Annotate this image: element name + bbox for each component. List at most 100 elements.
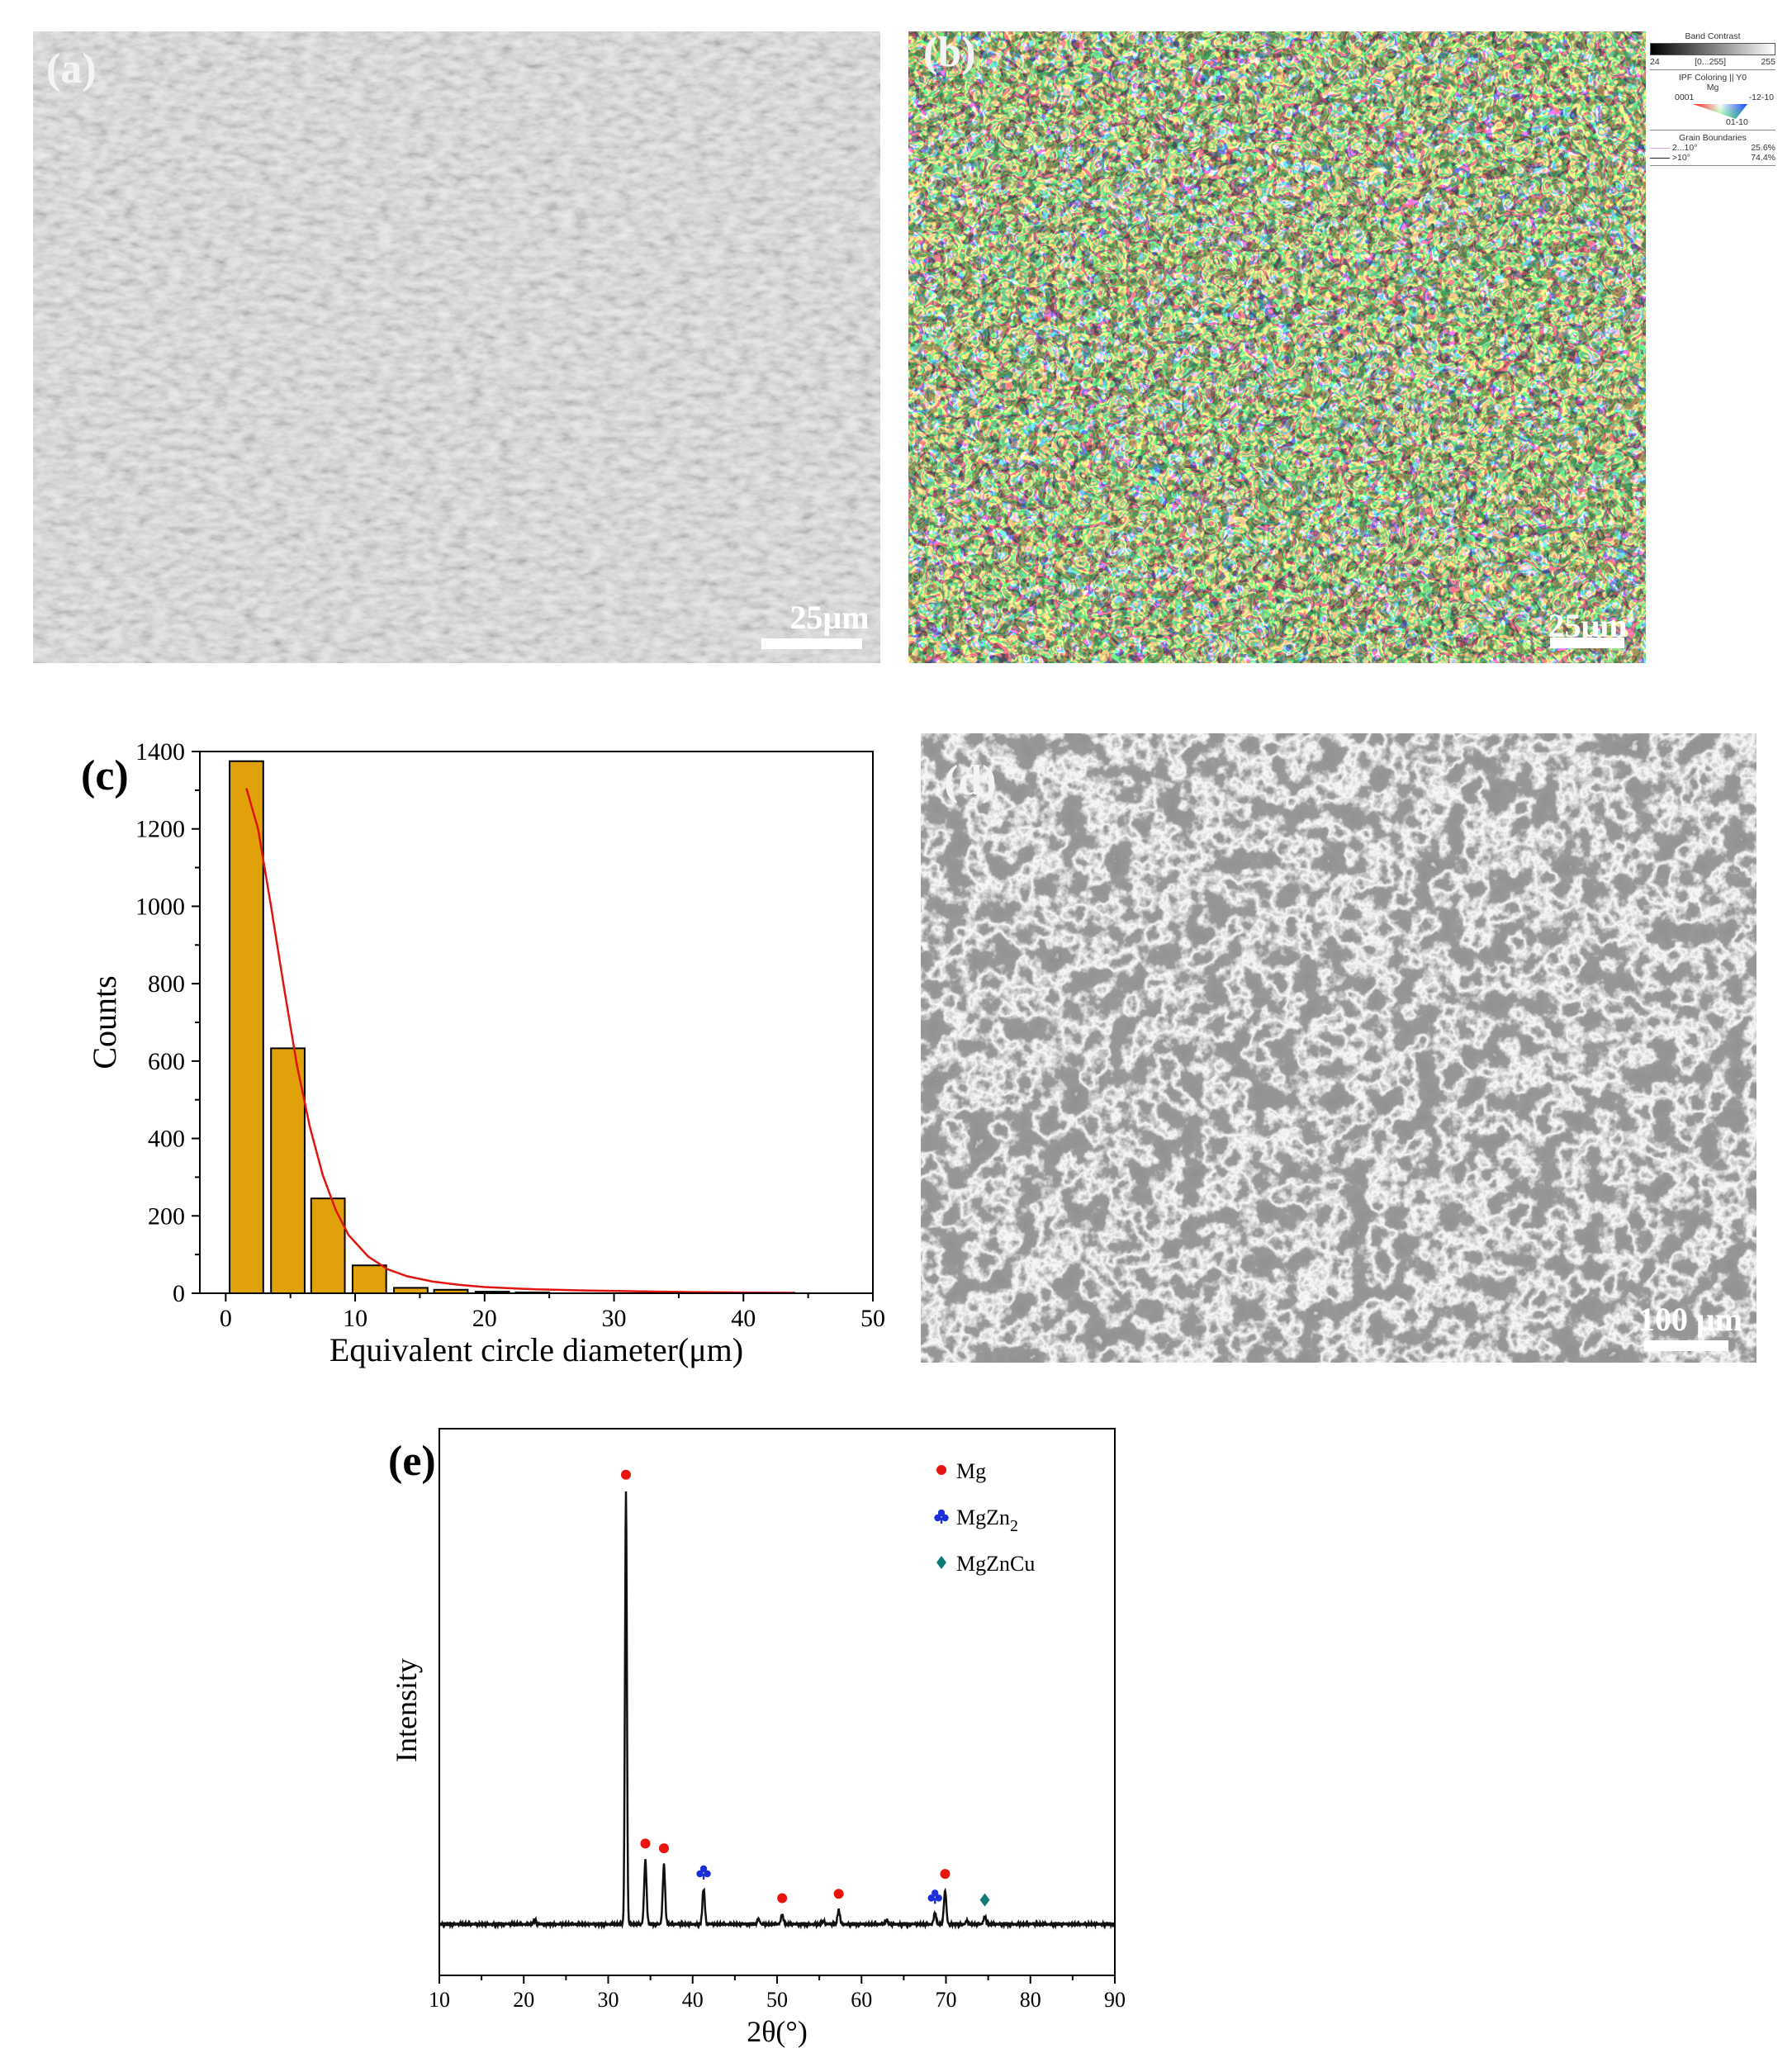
ipf-key: 0001 -12-10 01-10 <box>1650 92 1775 127</box>
grain-boundaries-title: Grain Boundaries <box>1679 133 1747 143</box>
x-tick-label: 40 <box>682 1988 704 2012</box>
panel-b-scale-bar: 25μm <box>1532 609 1643 648</box>
legend-subscript: 2 <box>1010 1517 1018 1535</box>
club-leaf <box>704 1870 711 1878</box>
panel-d-scale-bar: 100 μm <box>1624 1303 1756 1351</box>
panel-a-scale-text: 25μm <box>789 599 870 636</box>
legend-divider <box>1650 165 1775 166</box>
panel-b-legend: Band Contrast 24 [0...255] 255 IPF Color… <box>1650 31 1775 180</box>
legend-divider <box>1650 69 1775 70</box>
y-tick-label: 0 <box>173 1280 185 1307</box>
x-tick-label: 50 <box>860 1305 885 1332</box>
y-axis-label: Intensity <box>390 1658 423 1762</box>
x-axis-label: 2θ(°) <box>747 2015 808 2048</box>
x-tick-label: 10 <box>343 1305 367 1332</box>
panel-a-scale-line <box>761 638 862 649</box>
peak-marker-mg <box>640 1838 651 1849</box>
legend-label: Mg <box>956 1459 986 1483</box>
histogram-bar <box>229 760 264 1294</box>
legend-marker-mgzn2 <box>934 1509 949 1524</box>
ipf-triangle <box>1693 104 1747 119</box>
ipf-corner-0001: 0001 <box>1675 92 1695 102</box>
club-leaf <box>935 1894 942 1902</box>
x-tick-label: 30 <box>598 1988 619 2012</box>
peak-marker-mgzn2 <box>696 1865 711 1880</box>
panel-e: (e) Mg MgZn2 MgZnCu 10 20 30 40 50 60 70 80 90 2θ(°)… <box>372 1420 1156 2068</box>
panel-b-ebsd-map: (b) 25μm <box>908 31 1646 663</box>
histogram-bar <box>310 1197 346 1295</box>
x-tick-label: 50 <box>766 1988 788 2012</box>
panel-d-sem-micrograph: (d) 100 μm <box>921 733 1756 1363</box>
panel-e-label: (e) <box>388 1438 436 1485</box>
x-tick-label: 90 <box>1104 1988 1126 2012</box>
y-tick-label: 600 <box>148 1048 185 1075</box>
panel-d-label: (d) <box>944 757 997 804</box>
ipf-phase-label: Mg <box>1706 83 1719 92</box>
panel-a-label: (a) <box>46 45 97 92</box>
ipf-corner-0110: 01-10 <box>1726 117 1748 127</box>
club-stem <box>940 1518 943 1524</box>
panel-b-ebsd-texture <box>908 31 1646 663</box>
xrd-chart: Mg MgZn2 MgZnCu 10 20 30 40 50 60 70 80 90 2θ(°) Inte… <box>390 1428 1126 2048</box>
legend-label: MgZn2 <box>956 1505 1018 1535</box>
ipf-coloring-title: IPF Coloring || Y0 <box>1678 73 1747 83</box>
club-leaf <box>932 1889 939 1897</box>
band-contrast-title: Band Contrast <box>1685 31 1741 41</box>
panel-a-micrograph-texture <box>33 31 880 663</box>
club-leaf <box>937 1509 946 1517</box>
club-stem <box>702 1874 705 1880</box>
peak-marker-mg <box>833 1889 844 1899</box>
histogram-bar <box>270 1047 306 1294</box>
grain-boundary-low: 2...10° 25.6% <box>1650 143 1775 153</box>
y-tick-label: 1200 <box>135 816 185 843</box>
high-angle-fraction: 74.4% <box>1751 153 1775 163</box>
x-tick-label: 80 <box>1020 1988 1041 2012</box>
legend-marker-mg <box>936 1465 946 1475</box>
low-angle-range: 2...10° <box>1671 143 1698 153</box>
panel-b-label: (b) <box>923 31 976 76</box>
high-angle-swatch <box>1650 157 1670 159</box>
band-contrast-scale: 24 [0...255] 255 <box>1650 57 1775 67</box>
band-contrast-max: 255 <box>1761 57 1775 67</box>
y-tick-label: 400 <box>148 1126 185 1153</box>
panel-c: (c) 0 10 20 30 40 50 0 200 400 600 800 1000 1200 1400… <box>58 727 900 1371</box>
x-tick-label: 20 <box>513 1988 534 2012</box>
panel-c-label: (c) <box>81 752 129 799</box>
y-axis-label: Counts <box>86 975 123 1069</box>
peak-marker-mg <box>940 1869 951 1880</box>
peak-marker-mg <box>620 1469 631 1480</box>
x-tick-label: 20 <box>472 1305 497 1332</box>
panel-d-sem-texture <box>921 733 1756 1363</box>
histogram-bar <box>351 1264 387 1295</box>
panel-a-scale-bar: 25μm <box>761 601 880 649</box>
ipf-corner-1210: -12-10 <box>1748 92 1774 102</box>
band-contrast-gradient <box>1650 43 1775 55</box>
low-angle-fraction: 25.6% <box>1751 143 1775 153</box>
peak-marker-mg <box>658 1843 669 1854</box>
x-tick-label: 10 <box>429 1988 450 2012</box>
club-leaf <box>941 1514 949 1522</box>
band-contrast-range: [0...255] <box>1695 57 1727 67</box>
high-angle-range: >10° <box>1671 153 1690 163</box>
club-leaf <box>696 1870 704 1878</box>
panel-d-scale-line <box>1644 1340 1728 1351</box>
panel-d-scale-text: 100 μm <box>1638 1301 1742 1338</box>
club-leaf <box>927 1894 935 1902</box>
legend-marker-mgzncu <box>936 1556 946 1569</box>
grain-boundary-high: >10° 74.4% <box>1650 153 1775 163</box>
x-tick-label: 0 <box>220 1305 232 1332</box>
x-tick-label: 30 <box>602 1305 627 1332</box>
panel-b-scale-line <box>1550 638 1624 648</box>
x-tick-label: 70 <box>936 1988 957 2012</box>
legend-label: MgZnCu <box>956 1552 1035 1576</box>
low-angle-swatch <box>1650 147 1670 149</box>
peak-marker-mg <box>777 1893 788 1904</box>
panel-b-scale-text: 25μm <box>1548 607 1628 644</box>
plot-frame <box>439 1428 1116 1976</box>
club-stem <box>934 1898 936 1904</box>
fit-curve <box>245 788 796 1294</box>
x-tick-label: 60 <box>851 1988 872 2012</box>
x-axis-label: Equivalent circle diameter(μm) <box>329 1331 743 1368</box>
club-leaf <box>699 1865 708 1873</box>
peak-marker-mgzn2 <box>927 1889 942 1904</box>
